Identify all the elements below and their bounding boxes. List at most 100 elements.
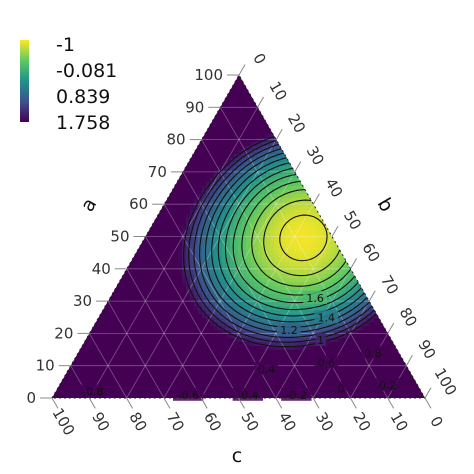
heat-cell <box>338 270 343 275</box>
heat-cell <box>350 130 355 135</box>
heat-cell <box>334 82 339 87</box>
heat-cell <box>418 238 423 243</box>
heat-cell <box>54 174 59 179</box>
heat-cell <box>250 182 255 187</box>
heat-cell <box>178 182 183 187</box>
heat-cell <box>174 166 179 171</box>
heat-cell <box>258 78 263 83</box>
heat-cell <box>422 158 425 163</box>
heat-cell <box>138 158 143 163</box>
heat-cell <box>178 98 183 103</box>
heat-cell <box>258 198 263 203</box>
heat-cell <box>54 150 59 155</box>
heat-cell <box>234 102 239 107</box>
heat-cell <box>258 210 263 215</box>
heat-cell <box>290 78 295 83</box>
heat-cell <box>194 198 199 203</box>
heat-cell <box>350 238 355 243</box>
heat-cell <box>302 98 307 103</box>
heat-cell <box>52 194 55 199</box>
heat-cell <box>366 278 371 283</box>
heat-cell <box>166 262 171 267</box>
heat-cell <box>366 78 371 83</box>
heat-cell <box>234 98 239 103</box>
heat-cell <box>254 230 259 235</box>
heat-cell <box>178 106 183 111</box>
heat-cell <box>310 262 315 267</box>
heat-cell <box>182 82 187 87</box>
heat-cell <box>118 270 123 275</box>
heat-cell <box>326 114 331 119</box>
heat-cell <box>170 270 175 275</box>
heat-cell <box>330 94 335 99</box>
heat-cell <box>90 178 95 183</box>
heat-cell <box>250 134 255 139</box>
heat-cell <box>390 210 395 215</box>
heat-cell <box>210 106 215 111</box>
heat-cell <box>90 158 95 163</box>
heat-cell <box>226 134 231 139</box>
heat-cell <box>314 90 319 95</box>
heat-cell <box>166 250 171 255</box>
heat-cell <box>338 130 343 135</box>
heat-cell <box>78 174 83 179</box>
heat-cell <box>186 134 191 139</box>
heat-cell <box>346 138 351 143</box>
heat-cell <box>278 174 283 179</box>
heat-cell <box>142 154 147 159</box>
heat-cell <box>66 206 71 211</box>
heat-cell <box>158 142 163 147</box>
heat-cell <box>166 102 171 107</box>
heat-cell <box>286 226 291 231</box>
heat-cell <box>52 182 55 187</box>
heat-cell <box>298 226 303 231</box>
heat-cell <box>142 246 147 251</box>
heat-cell <box>334 102 339 107</box>
heat-cell <box>338 134 343 139</box>
heat-cell <box>154 190 159 195</box>
heat-cell <box>350 154 355 159</box>
heat-cell <box>262 75 267 79</box>
heat-cell <box>178 210 183 215</box>
heat-cell <box>146 122 151 127</box>
heat-cell <box>62 134 67 139</box>
heat-cell <box>326 90 331 95</box>
heat-cell <box>66 194 71 199</box>
heat-cell <box>118 122 123 127</box>
heat-cell <box>126 75 131 79</box>
heat-cell <box>198 134 203 139</box>
heat-cell <box>138 226 143 231</box>
heat-cell <box>326 134 331 139</box>
heat-cell <box>78 158 83 163</box>
heat-cell <box>294 238 299 243</box>
heat-cell <box>218 146 223 151</box>
heat-cell <box>174 198 179 203</box>
heat-cell <box>318 98 323 103</box>
heat-cell <box>290 206 295 211</box>
heat-cell <box>166 106 171 111</box>
heat-cell <box>250 266 255 271</box>
heat-cell <box>274 75 279 79</box>
heat-cell <box>418 222 423 227</box>
heat-cell <box>52 234 55 239</box>
heat-cell <box>326 118 331 123</box>
heat-cell <box>234 266 239 271</box>
heat-cell <box>246 274 251 279</box>
heat-cell <box>178 194 183 199</box>
heat-cell <box>138 94 143 99</box>
heat-cell <box>330 246 335 251</box>
heat-cell <box>306 274 311 279</box>
heat-cell <box>346 86 351 91</box>
heat-cell <box>106 210 111 215</box>
heat-cell <box>210 138 215 143</box>
heat-cell <box>314 178 319 183</box>
heat-cell <box>310 75 315 79</box>
heat-cell <box>302 246 307 251</box>
heat-cell <box>282 142 287 147</box>
heat-cell <box>126 274 131 279</box>
heat-cell <box>86 158 91 163</box>
heat-cell <box>122 250 127 255</box>
heat-cell <box>306 222 311 227</box>
heat-cell <box>326 75 331 79</box>
heat-cell <box>306 278 311 283</box>
